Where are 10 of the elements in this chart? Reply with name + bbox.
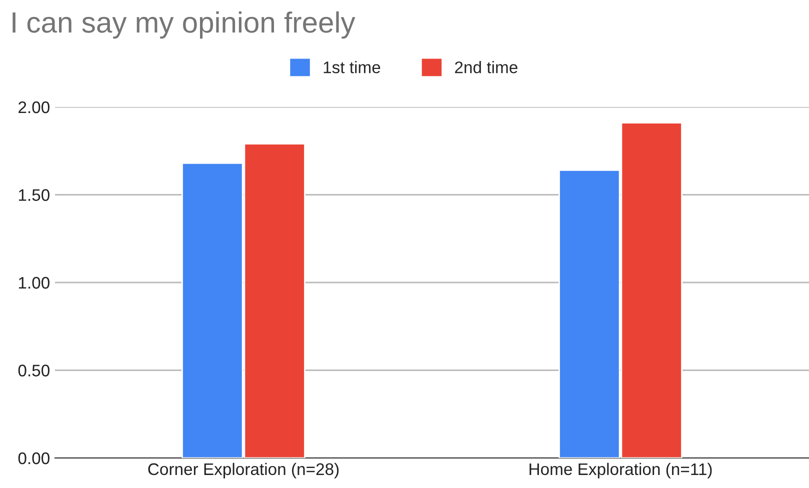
y-tick-label: 1.00 <box>18 276 50 289</box>
y-tick-label: 0.00 <box>18 452 50 464</box>
legend-label: 1st time <box>324 61 380 74</box>
y-tick-label: 1.50 <box>18 189 50 201</box>
x-tick-label: Home Exploration (n=11) <box>530 462 712 478</box>
x-tick-label: Corner Exploration (n=28) <box>148 462 339 478</box>
y-tick-label: 2.00 <box>18 101 50 114</box>
chart-title: I can say my opinion freely <box>12 11 356 39</box>
legend-label: 2nd time <box>455 61 518 74</box>
y-tick-label: 0.50 <box>18 364 50 376</box>
